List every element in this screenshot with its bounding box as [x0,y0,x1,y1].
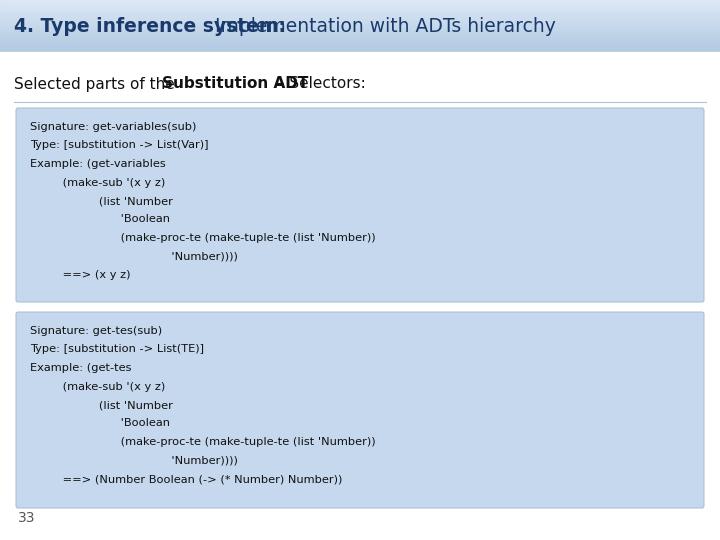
Bar [0,4,720,5]
Text: ==> (x y z): ==> (x y z) [30,270,130,280]
Bar [0,49,720,50]
Bar [0,35,720,36]
Bar [0,25,720,26]
Bar [0,3,720,4]
Bar [0,34,720,35]
Bar [0,19,720,20]
Bar [0,18,720,19]
Bar [0,24,720,25]
Bar [0,9,720,10]
Bar [0,12,720,13]
Bar [0,14,720,15]
Bar [0,0,720,1]
Bar [0,36,720,37]
Bar [0,32,720,33]
Bar [0,33,720,34]
Text: Type: [substitution -> List(TE)]: Type: [substitution -> List(TE)] [30,345,204,354]
Bar [0,21,720,22]
Text: 'Number)))): 'Number)))) [30,456,238,465]
Bar [0,16,720,17]
Bar [0,22,720,23]
Text: Example: (get-tes: Example: (get-tes [30,363,132,373]
Bar [0,5,720,6]
Text: 'Boolean: 'Boolean [30,214,170,225]
Text: 4. Type inference system:: 4. Type inference system: [14,17,286,36]
Bar [0,47,720,48]
Bar [0,51,720,52]
Bar [0,7,720,8]
Bar [0,48,720,49]
Text: ==> (Number Boolean (-> (* Number) Number)): ==> (Number Boolean (-> (* Number) Numbe… [30,474,343,484]
Bar [0,1,720,2]
Text: 33: 33 [18,511,35,525]
Text: Signature: get-variables(sub): Signature: get-variables(sub) [30,122,197,132]
Bar [0,13,720,14]
Text: (make-proc-te (make-tuple-te (list 'Number)): (make-proc-te (make-tuple-te (list 'Numb… [30,233,376,243]
Text: Substitution ADT: Substitution ADT [162,77,308,91]
Text: (make-sub '(x y z): (make-sub '(x y z) [30,381,166,391]
Bar [0,6,720,7]
Bar [0,43,720,44]
Text: Signature: get-tes(sub): Signature: get-tes(sub) [30,326,162,336]
Bar [0,40,720,42]
Bar [0,28,720,29]
Text: 'Boolean: 'Boolean [30,418,170,429]
Bar [0,20,720,21]
Bar [0,11,720,12]
Text: (list 'Number: (list 'Number [30,196,173,206]
Bar [0,27,720,28]
Bar [0,44,720,45]
Bar [0,10,720,11]
Bar [0,15,720,16]
Bar [0,17,720,18]
Text: (make-sub '(x y z): (make-sub '(x y z) [30,178,166,187]
Bar [0,8,720,9]
Bar [0,50,720,51]
Text: Type: [substitution -> List(Var)]: Type: [substitution -> List(Var)] [30,140,209,151]
Text: (list 'Number: (list 'Number [30,400,173,410]
Bar [0,45,720,46]
Text: – Selectors:: – Selectors: [272,77,366,91]
Bar [0,31,720,32]
Text: 4. Type inference system: Implementation with ADTs hierarchy: 4. Type inference system: Implementation… [14,17,602,36]
Text: Example: (get-variables: Example: (get-variables [30,159,166,169]
Bar [0,30,720,31]
Bar [0,26,720,27]
Bar [0,29,720,30]
Bar [0,38,720,39]
Bar [0,39,720,40]
Text: Implementation with ADTs hierarchy: Implementation with ADTs hierarchy [209,17,556,36]
Bar [0,46,720,47]
Text: (make-proc-te (make-tuple-te (list 'Number)): (make-proc-te (make-tuple-te (list 'Numb… [30,437,376,447]
Bar [0,23,720,24]
Bar [0,42,720,43]
FancyBboxPatch shape [16,108,704,302]
Text: 'Number)))): 'Number)))) [30,252,238,261]
Text: Selected parts of the: Selected parts of the [14,77,179,91]
Bar [0,2,720,3]
FancyBboxPatch shape [16,312,704,508]
Bar [0,37,720,38]
